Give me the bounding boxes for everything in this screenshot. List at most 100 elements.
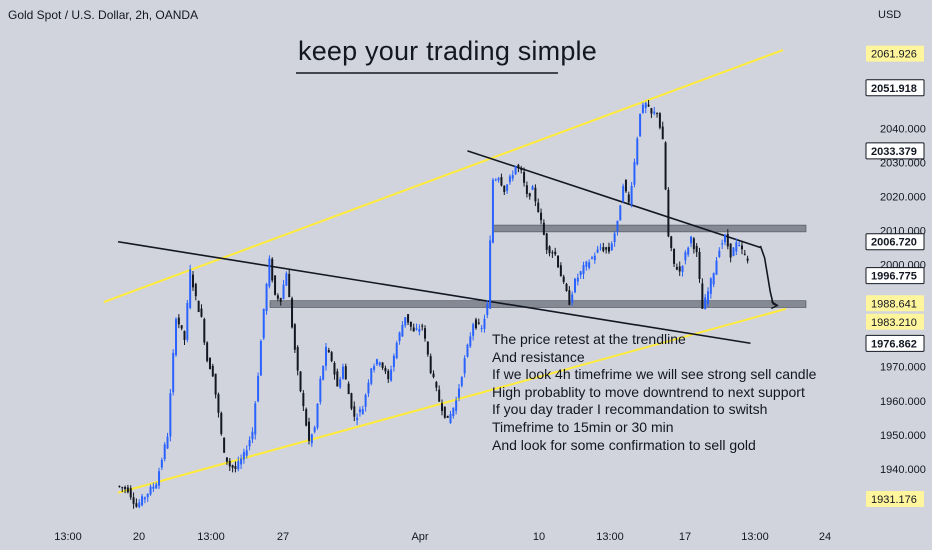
candle-body (404, 317, 407, 326)
long-trendline[interactable] (117, 240, 751, 345)
candle-body (466, 344, 469, 357)
candle-body (409, 321, 412, 327)
candle-body (344, 366, 347, 380)
candle-body (557, 255, 560, 268)
candle-body (514, 165, 517, 175)
short-trendline[interactable] (467, 150, 761, 249)
x-tick-label: 13:00 (197, 531, 225, 543)
time-axis-panel[interactable] (0, 521, 861, 550)
currency-label: USD (878, 9, 902, 21)
candle-body (418, 328, 421, 332)
candle-body (245, 450, 248, 456)
candle-body (486, 303, 489, 316)
candle-body (353, 406, 356, 417)
candle-body (673, 248, 676, 264)
price-label-box[interactable] (865, 233, 925, 251)
candle-body (398, 332, 401, 342)
candle-body (172, 352, 175, 393)
candle-body (551, 252, 554, 254)
candle-body (384, 368, 387, 372)
candle-body (424, 328, 427, 339)
note-line: If you day trader I recommandation to sw… (492, 401, 768, 418)
candle-body (132, 497, 135, 504)
sr-zone-2[interactable] (269, 300, 807, 308)
candle-body (254, 403, 257, 435)
price-label: 2006.720 (871, 237, 917, 249)
candle-body (333, 362, 336, 375)
sr-zone-1[interactable] (492, 224, 807, 233)
candle-body (189, 269, 192, 309)
candle-body (118, 486, 121, 488)
candle-body (381, 362, 384, 368)
candle-body (285, 273, 288, 286)
candle-body (341, 366, 344, 379)
candle-body (169, 393, 172, 437)
forecast-arrow[interactable] (759, 245, 778, 307)
candle-body (248, 440, 251, 447)
price-label-box[interactable] (866, 313, 924, 330)
candle-body (432, 373, 435, 378)
candle-body (214, 373, 217, 395)
candle-body (690, 236, 693, 244)
candle-body (729, 243, 732, 258)
price-label-box[interactable] (866, 490, 924, 507)
candle-body (667, 189, 670, 237)
price-label-box[interactable] (866, 45, 924, 62)
price-label: 2051.918 (871, 83, 917, 95)
candle-body (407, 314, 410, 323)
candle-body (590, 257, 593, 259)
candle-body (548, 246, 551, 254)
candle-body (503, 185, 506, 192)
candle-body (271, 258, 274, 281)
y-tick-label: 2030.000 (880, 157, 926, 169)
candle-body (687, 247, 690, 255)
note-line: The price retest at the trendline (492, 331, 686, 347)
candle-body (695, 246, 698, 253)
candle-body (559, 265, 562, 277)
candle-body (208, 357, 211, 370)
candle-body (435, 382, 438, 388)
candle-body (540, 212, 543, 221)
candle-body (664, 142, 667, 190)
candle-body (607, 246, 610, 252)
candle-body (175, 318, 178, 356)
candle-body (322, 365, 325, 380)
candle-body (653, 111, 656, 114)
candle-body (274, 275, 277, 295)
price-label: 1996.775 (871, 271, 917, 283)
candle-body (681, 265, 684, 272)
price-label-box[interactable] (865, 142, 925, 160)
candle-body (472, 324, 475, 336)
x-tick-label: 13:00 (596, 531, 624, 543)
price-label-box[interactable] (866, 295, 924, 312)
candle-body (415, 328, 418, 330)
candle-body (194, 283, 197, 297)
candle-body (121, 487, 124, 489)
candle-body (401, 325, 404, 337)
x-tick-label: 27 (277, 531, 289, 543)
candle-body (327, 350, 330, 353)
candle-body (378, 362, 381, 366)
headline-text: keep your trading simple (298, 36, 597, 66)
price-label-box[interactable] (865, 267, 925, 285)
candle-body (356, 417, 359, 421)
price-label-box[interactable] (865, 334, 925, 352)
candle-body (299, 371, 302, 392)
price-label: 2061.926 (871, 49, 917, 61)
candle-body (576, 277, 579, 282)
candle-body (138, 502, 141, 507)
price-label-box[interactable] (865, 79, 925, 97)
candle-body (429, 356, 432, 373)
channel-upper-line[interactable] (103, 49, 784, 303)
candle-body (313, 427, 316, 432)
candle-body (715, 260, 718, 275)
note-line: Timefrime to 15min or 30 min (492, 418, 674, 435)
candle-body (395, 342, 398, 359)
candle-body (588, 262, 591, 268)
candle-body (358, 409, 361, 413)
candle-body (319, 378, 322, 402)
candle-body (738, 244, 741, 246)
candle-body (143, 497, 146, 500)
